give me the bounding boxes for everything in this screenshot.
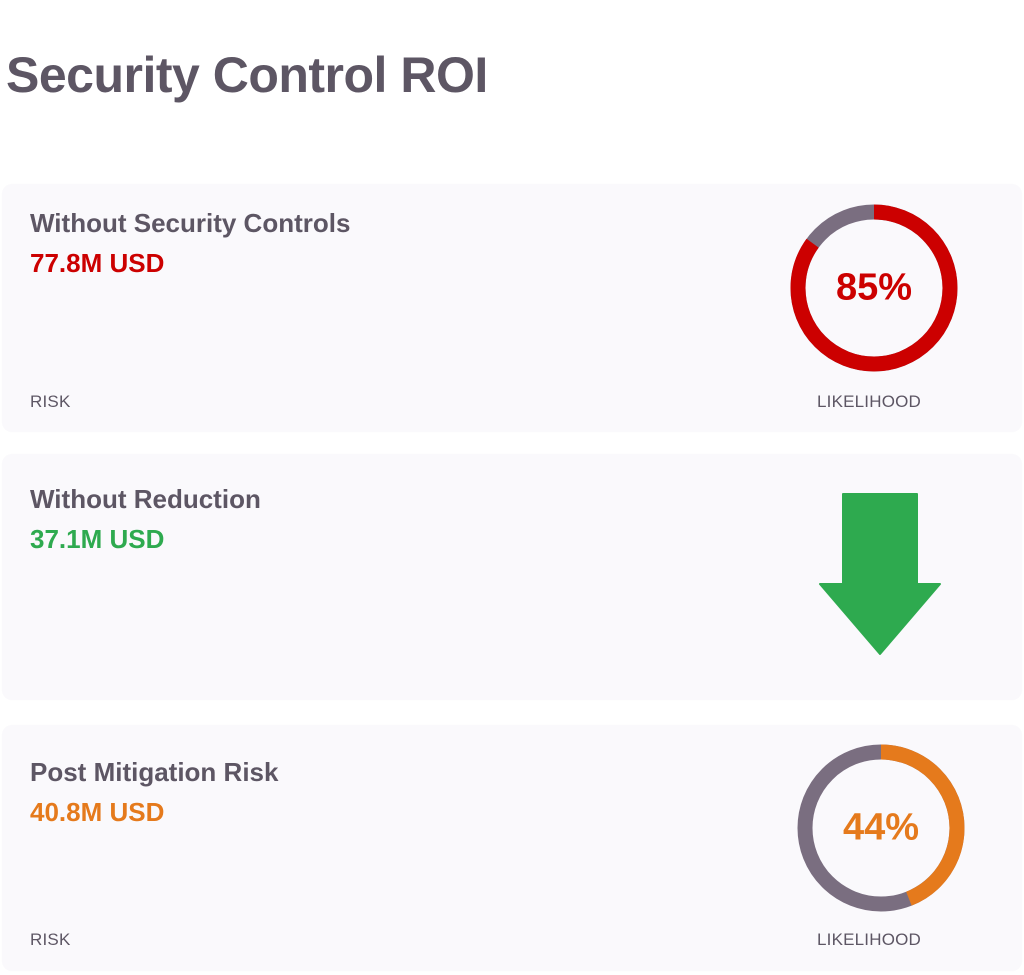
- risk-value: 77.8M USD: [30, 248, 165, 278]
- risk-label: RISK: [30, 930, 71, 949]
- likelihood-label: LIKELIHOOD: [817, 392, 922, 411]
- likelihood-donut: 85%: [789, 203, 959, 373]
- likelihood-donut: 44%: [796, 743, 966, 913]
- likelihood-label: LIKELIHOOD: [817, 930, 922, 949]
- card-post-mitigation-risk: Post Mitigation Risk 40.8M USD RISK 44% …: [2, 725, 1022, 971]
- card-without-security-controls: Without Security Controls 77.8M USD RISK…: [2, 184, 1022, 432]
- likelihood-percent: 44%: [842, 806, 920, 849]
- card-title: Post Mitigation Risk: [30, 757, 279, 787]
- card-title: Without Security Controls: [30, 208, 351, 238]
- risk-label: RISK: [30, 392, 71, 411]
- arrow-down-icon: [818, 492, 942, 656]
- page-title: Security Control ROI: [6, 47, 488, 103]
- card-without-reduction: Without Reduction 37.1M USD: [2, 454, 1022, 700]
- risk-value: 40.8M USD: [30, 797, 165, 827]
- donut-ring-icon: [797, 744, 965, 912]
- likelihood-percent: 85%: [835, 266, 913, 309]
- donut-ring-icon: [790, 204, 958, 372]
- card-title: Without Reduction: [30, 484, 261, 514]
- reduction-value: 37.1M USD: [30, 524, 165, 554]
